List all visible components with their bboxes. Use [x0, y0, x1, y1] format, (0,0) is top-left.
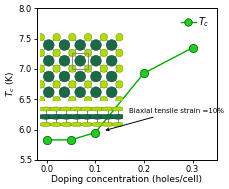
- Y-axis label: $T_c$ (K): $T_c$ (K): [5, 71, 17, 97]
- $T_c$: [190, 47, 193, 49]
- Line: $T_c$: $T_c$: [42, 44, 196, 144]
- $T_c$: [142, 72, 145, 74]
- X-axis label: Doping concentration (holes/cell): Doping concentration (holes/cell): [51, 175, 202, 184]
- $T_c$: [69, 139, 72, 141]
- $T_c$: [45, 139, 48, 141]
- $T_c$: [93, 132, 96, 134]
- Text: Biaxial tensile strain =10%: Biaxial tensile strain =10%: [106, 108, 223, 131]
- Legend: $T_c$: $T_c$: [178, 13, 211, 31]
